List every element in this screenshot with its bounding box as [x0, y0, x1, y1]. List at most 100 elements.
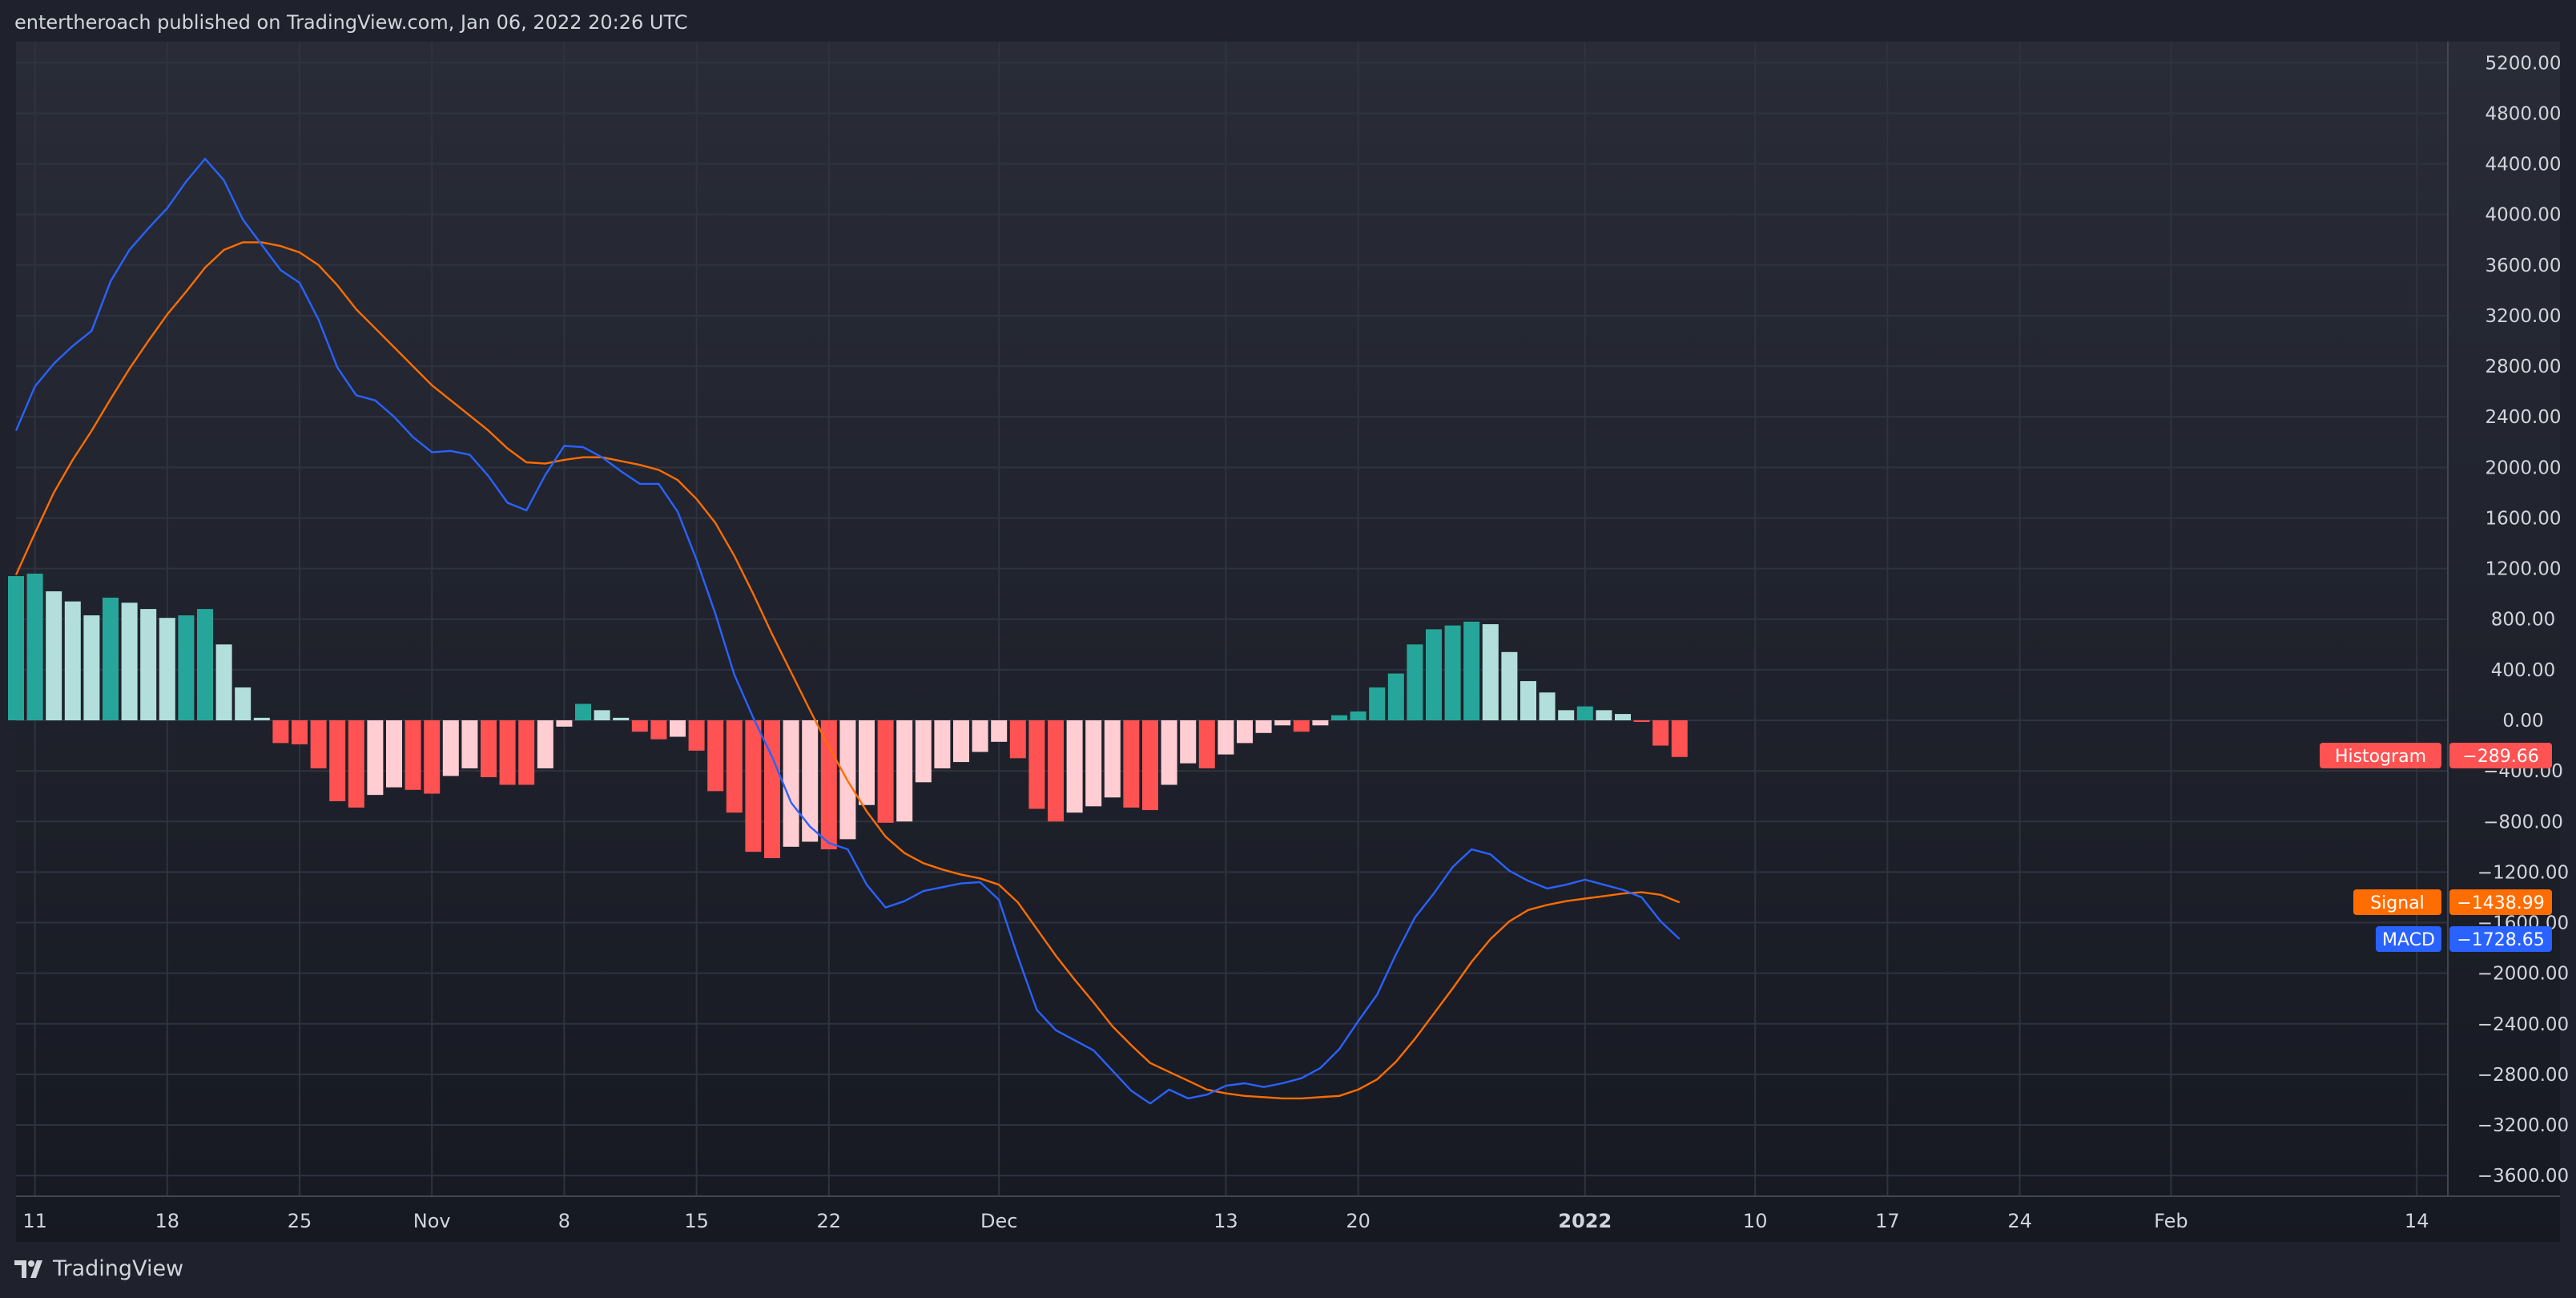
- histogram-bar: [1218, 720, 1234, 755]
- histogram-bar: [1123, 720, 1140, 808]
- y-tick-label: 0.00: [2502, 711, 2543, 732]
- histogram-bar: [197, 609, 213, 720]
- histogram-bar: [1482, 624, 1499, 720]
- histogram-bar: [575, 703, 591, 720]
- y-tick-label: −1200.00: [2477, 862, 2569, 883]
- histogram-bar: [121, 603, 138, 720]
- histogram-bar: [783, 720, 799, 847]
- histogram-bar: [367, 720, 384, 796]
- x-tick-label: 14: [2405, 1210, 2429, 1232]
- publish-info: entertheroach published on TradingView.c…: [14, 11, 688, 34]
- y-tick-label: 1200.00: [2485, 559, 2561, 580]
- histogram-bar: [253, 717, 270, 720]
- histogram-bar: [461, 720, 478, 768]
- histogram-bar: [1615, 714, 1631, 720]
- price-axis[interactable]: 5200.00 4800.00 4400.00 4000.00 3600.00 3200.…: [2477, 53, 2569, 1187]
- x-tick-label: Nov: [413, 1210, 451, 1232]
- macd-label-name: MACD: [2382, 930, 2435, 950]
- value-labels: Histogram −289.66 Signal −1438.99 MACD −1728.…: [2320, 743, 2552, 952]
- histogram-bar: [1576, 706, 1593, 720]
- histogram-bar: [424, 720, 441, 794]
- histogram-bar: [1501, 651, 1518, 720]
- histogram-bar: [556, 720, 573, 727]
- x-tick-label: 22: [817, 1210, 842, 1232]
- histogram-bar: [1369, 687, 1386, 720]
- histogram-label: Histogram −289.66: [2320, 743, 2552, 768]
- y-tick-label: 3600.00: [2485, 256, 2561, 276]
- histogram-bar: [1671, 720, 1688, 757]
- histogram-bar: [1350, 711, 1366, 720]
- histogram-bar: [1558, 710, 1575, 720]
- histogram-bar: [1048, 720, 1064, 822]
- histogram-bar: [310, 720, 327, 768]
- x-tick-label: 11: [22, 1210, 47, 1232]
- histogram-bar: [991, 720, 1008, 742]
- macd-line: [14, 157, 1680, 1105]
- x-tick-label: 15: [684, 1210, 709, 1232]
- x-tick-label: 24: [2007, 1210, 2032, 1232]
- histogram-bar: [8, 576, 24, 720]
- histogram-bar: [329, 720, 346, 802]
- histogram-bar: [1255, 720, 1272, 733]
- y-tick-label: 4400.00: [2485, 155, 2561, 175]
- histogram-bar: [688, 720, 705, 751]
- histogram-bar: [1066, 720, 1083, 813]
- y-tick-label: −800.00: [2483, 812, 2563, 832]
- histogram-bar: [1633, 720, 1650, 722]
- histogram-bar: [631, 720, 648, 732]
- time-axis[interactable]: 11 18 25 Nov 8 15 22 Dec 13 20 2022 10 17 24 Feb 14: [22, 1210, 2429, 1232]
- brand-name: TradingView: [53, 1256, 184, 1281]
- macd-label-value: −1728.65: [2457, 930, 2544, 950]
- y-tick-label: 4800.00: [2485, 103, 2561, 124]
- histogram-bar: [1198, 720, 1215, 768]
- histogram-bar: [1104, 720, 1121, 798]
- histogram-bar: [1520, 681, 1536, 720]
- histogram-bar: [613, 717, 630, 720]
- histogram-bar: [235, 687, 252, 720]
- histogram-bar: [915, 720, 932, 783]
- histogram-bar: [1009, 720, 1026, 759]
- histogram-bar: [1237, 720, 1253, 744]
- histogram-bar: [348, 720, 364, 808]
- histogram-bar: [499, 720, 516, 785]
- y-tick-label: 2400.00: [2485, 407, 2561, 428]
- histogram-bar: [594, 710, 610, 720]
- histogram-bar: [1085, 720, 1102, 807]
- histogram-bar: [292, 720, 308, 744]
- histogram-bar: [953, 720, 969, 763]
- signal-line: [14, 241, 1680, 1100]
- histogram-bar: [1142, 720, 1158, 811]
- chart-panel[interactable]: [16, 42, 2560, 1242]
- histogram-bar: [1407, 644, 1423, 720]
- macd-chart[interactable]: 5200.00 4800.00 4400.00 4000.00 3600.00 3200.…: [0, 0, 2576, 1242]
- histogram-bar: [820, 720, 837, 849]
- x-tick-label: 10: [1743, 1210, 1768, 1232]
- x-tick-label: 20: [1346, 1210, 1371, 1232]
- y-tick-label: −3600.00: [2477, 1166, 2569, 1187]
- histogram-label-value: −289.66: [2462, 747, 2538, 767]
- y-tick-label: 5200.00: [2485, 53, 2561, 74]
- histogram-bar: [272, 720, 289, 744]
- histogram-bar: [726, 720, 743, 813]
- histogram-bar: [1180, 720, 1197, 764]
- x-tick-label: 25: [288, 1210, 312, 1232]
- macd-label: MACD −1728.65: [2376, 926, 2552, 952]
- histogram-bars: [8, 573, 1688, 859]
- histogram-bar: [1274, 720, 1291, 726]
- histogram-bar: [1652, 720, 1669, 746]
- footer-bar: TradingView: [0, 1242, 2576, 1298]
- histogram-bar: [1028, 720, 1045, 809]
- histogram-bar: [405, 720, 421, 790]
- histogram-bar: [650, 720, 667, 740]
- x-tick-label: 2022: [1558, 1210, 1612, 1232]
- histogram-bar: [670, 720, 686, 737]
- signal-label-name: Signal: [2370, 893, 2425, 913]
- signal-label-value: −1438.99: [2457, 893, 2544, 913]
- y-tick-label: 400.00: [2491, 660, 2555, 681]
- x-tick-label: Dec: [980, 1210, 1017, 1232]
- x-tick-label: 13: [1214, 1210, 1238, 1232]
- histogram-bar: [178, 615, 195, 720]
- y-tick-label: −2400.00: [2477, 1014, 2569, 1035]
- tradingview-logo[interactable]: TradingView: [14, 1256, 183, 1281]
- histogram-label-name: Histogram: [2335, 747, 2426, 767]
